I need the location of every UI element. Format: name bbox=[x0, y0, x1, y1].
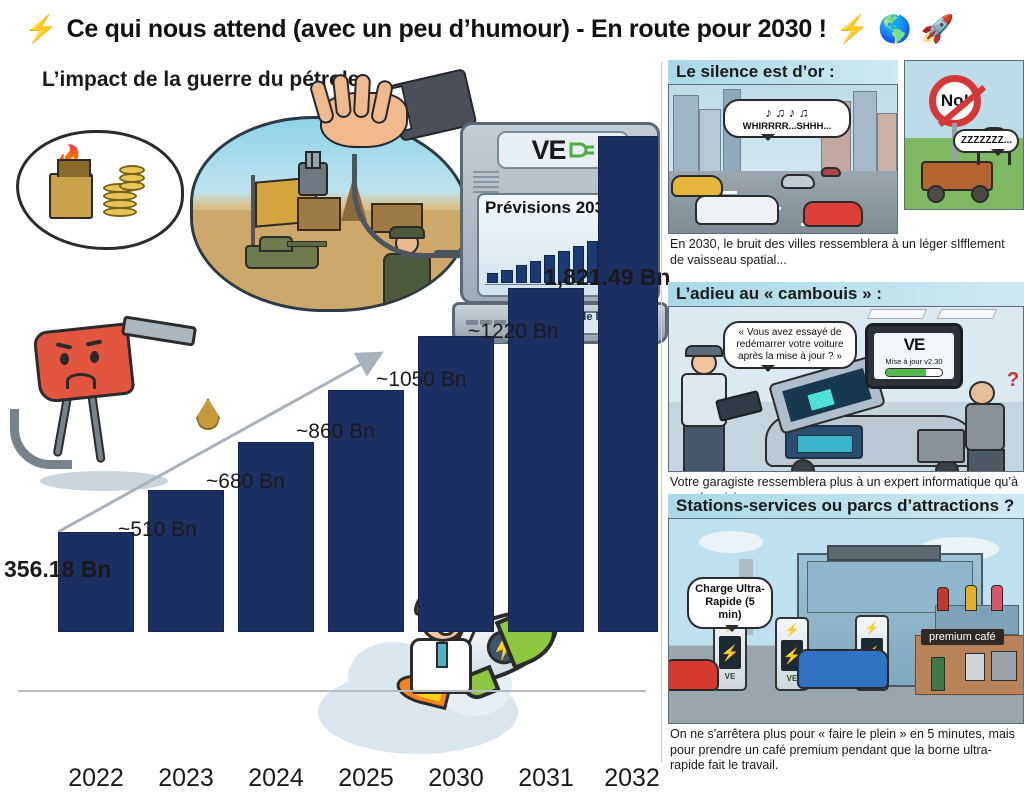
bar-2022[interactable] bbox=[58, 532, 134, 632]
update-tablet[interactable]: VE Mise à jour v2.30 bbox=[865, 323, 963, 389]
update-progress-bar bbox=[884, 368, 944, 377]
espresso-machine-icon bbox=[991, 651, 1017, 681]
panel-stations-art: premium café ⚡ ⚡ VE ⚡ ⚡ VE ⚡ ⚡ VE C bbox=[668, 518, 1024, 724]
charger-brand-2: VE bbox=[786, 674, 798, 684]
ruined-building bbox=[297, 197, 341, 231]
bar-value-label-2023: ~510 Bn bbox=[118, 518, 197, 541]
bolt-icon-2: ⚡ bbox=[784, 623, 800, 637]
bar-value-label-2025: ~860 Bn bbox=[296, 420, 375, 443]
ev-car-blue-charging bbox=[797, 649, 889, 689]
bar-value-label-2032: 1,821.49 Bn bbox=[544, 264, 671, 290]
panel-silence-mower-art: No! ZZZZZZZ... bbox=[904, 60, 1024, 210]
bar-2030[interactable] bbox=[418, 336, 494, 632]
bar-2024[interactable] bbox=[238, 442, 314, 632]
panel-cambouis: L’adieu au « cambouis » : bbox=[668, 282, 1024, 506]
plug-cord bbox=[352, 154, 482, 258]
combustion-engine-icon bbox=[917, 429, 965, 463]
person-balcony-1 bbox=[937, 587, 949, 611]
rocket-icon: 🚀 bbox=[920, 13, 955, 44]
x-axis-label-2030: 2030 bbox=[428, 764, 484, 792]
person-balcony-2 bbox=[965, 585, 977, 611]
left-section-title: L’impact de la guerre du pétrole bbox=[42, 68, 360, 91]
plug-glyph-icon bbox=[569, 140, 595, 160]
ev-plug-icon bbox=[298, 151, 328, 196]
coin-stack-icon-2 bbox=[119, 165, 145, 191]
vent-grille bbox=[473, 171, 499, 196]
ev-car-red-charging bbox=[669, 659, 719, 691]
flag-pole bbox=[251, 175, 255, 251]
ev-car-far bbox=[821, 167, 841, 177]
x-axis-label-2031: 2031 bbox=[518, 764, 574, 792]
tank-icon bbox=[245, 236, 327, 269]
bar-value-label-2030: ~1050 Bn bbox=[376, 368, 467, 391]
panel-silence-caption: En 2030, le bruit des villes ressemblera… bbox=[670, 237, 1005, 267]
sad-fuel-nozzle-mascot bbox=[10, 313, 204, 513]
person-balcony-3 bbox=[991, 585, 1003, 611]
bar-value-label-2022: 356.18 Bn bbox=[4, 556, 112, 582]
x-axis-label-2032: 2032 bbox=[604, 764, 660, 792]
ev-car-red bbox=[803, 201, 863, 227]
ev-car-grey bbox=[781, 174, 815, 189]
lightning-icon: ⚡ bbox=[24, 13, 58, 44]
panel-stations: Stations-services ou parcs d’attractions… bbox=[668, 494, 1024, 774]
x-axis-label-2023: 2023 bbox=[158, 764, 214, 792]
question-mark-icon: ? bbox=[1007, 369, 1020, 391]
bar-2031[interactable] bbox=[508, 288, 584, 632]
right-comic-column: Le silence est d’or : bbox=[668, 60, 1024, 772]
panel-stations-heading: Stations-services ou parcs d’attractions… bbox=[668, 494, 1024, 518]
growth-arrow bbox=[50, 340, 390, 540]
speech-bubble-whirr: ♪ ♫ ♪ ♫ WHIRRRR...SHHH... bbox=[723, 99, 851, 141]
page-header: ⚡ Ce qui nous attend (avec un peu d’humo… bbox=[0, 0, 1024, 58]
bar-value-label-2024: ~680 Bn bbox=[206, 470, 285, 493]
charger-screen-1: ⚡ bbox=[719, 636, 741, 670]
panel-cambouis-art: VE Mise à jour v2.30 ? « Vous avez essay… bbox=[668, 306, 1024, 472]
bolt-icon-3: ⚡ bbox=[864, 621, 880, 635]
oil-thought-bubble: 🔥 bbox=[16, 130, 184, 250]
oil-pump-icon bbox=[49, 159, 93, 219]
panel-cambouis-heading: L’adieu au « cambouis » : bbox=[668, 282, 1024, 306]
lightning-icon-2: ⚡ bbox=[835, 13, 870, 44]
speech-whirr-text: WHIRRRR...SHHH... bbox=[742, 120, 832, 132]
laptop-brand-text: VE bbox=[531, 134, 566, 165]
x-axis-label-2022: 2022 bbox=[68, 764, 124, 792]
tablet-brand-text: VE bbox=[903, 335, 926, 354]
ev-car-yellow bbox=[671, 175, 723, 197]
left-infographic-column: L’impact de la guerre du pétrole 🔥 bbox=[0, 58, 671, 792]
page-title: Ce qui nous attend (avec un peu d’humour… bbox=[66, 14, 827, 43]
no-sign-icon: No! bbox=[929, 75, 981, 127]
x-axis-label-2025: 2025 bbox=[338, 764, 394, 792]
bar-2023[interactable] bbox=[148, 490, 224, 632]
bar-value-label-2031: ~1220 Bn bbox=[468, 320, 559, 343]
panel-stations-caption: On ne s'arrêtera plus pour « faire le pl… bbox=[670, 727, 1015, 773]
panel-silence-heading: Le silence est d’or : bbox=[668, 60, 898, 84]
bar-2025[interactable] bbox=[328, 390, 404, 632]
speech-bubble-ultrafast: Charge Ultra-Rapide (5 min) bbox=[687, 577, 773, 632]
ev-car-white bbox=[695, 195, 779, 225]
speech-bubble-zzz: ZZZZZZZ... bbox=[953, 129, 1019, 156]
panel-silence: Le silence est d’or : bbox=[668, 60, 1024, 268]
chart-axis-line bbox=[18, 690, 646, 692]
charger-brand-1: VE bbox=[724, 672, 736, 682]
tablet-status-text: Mise à jour v2.30 bbox=[885, 357, 943, 366]
earth-globe-icon: 🌎 bbox=[878, 13, 912, 44]
x-axis-label-2024: 2024 bbox=[248, 764, 304, 792]
hand-holding-plug bbox=[286, 67, 478, 178]
speech-bubble-reboot: « Vous avez essayé de redémarrer votre v… bbox=[723, 321, 857, 372]
laptop-screen-title: Prévisions 2030 bbox=[485, 198, 614, 217]
update-progress-fill bbox=[885, 369, 927, 376]
customer-figure bbox=[931, 657, 945, 691]
column-divider bbox=[661, 62, 662, 762]
premium-cafe-sign: premium café bbox=[921, 629, 1004, 645]
music-notes-icon: ♪ ♫ ♪ ♫ bbox=[765, 105, 809, 120]
laptop-cord bbox=[434, 250, 464, 256]
coffee-robot-arm bbox=[965, 653, 985, 681]
panel-silence-art: ♪ ♫ ♪ ♫ WHIRRRR...SHHH... bbox=[668, 84, 898, 234]
no-sign-label: No! bbox=[940, 91, 970, 110]
bar-2032[interactable] bbox=[598, 136, 658, 632]
